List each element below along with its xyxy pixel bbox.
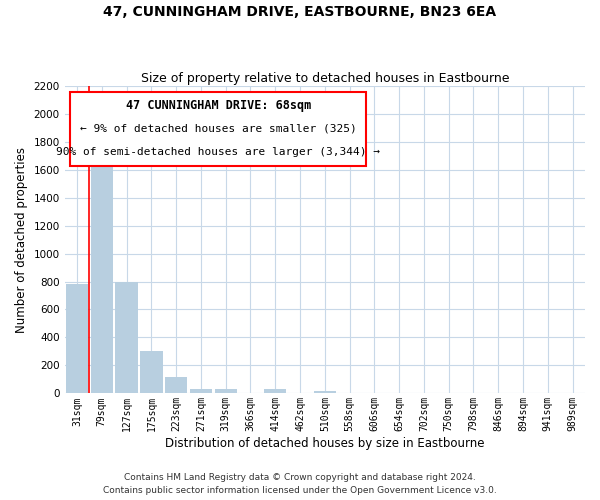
Text: 47, CUNNINGHAM DRIVE, EASTBOURNE, BN23 6EA: 47, CUNNINGHAM DRIVE, EASTBOURNE, BN23 6… (103, 5, 497, 19)
Text: 90% of semi-detached houses are larger (3,344) →: 90% of semi-detached houses are larger (… (56, 148, 380, 158)
Text: Contains HM Land Registry data © Crown copyright and database right 2024.
Contai: Contains HM Land Registry data © Crown c… (103, 474, 497, 495)
Bar (115, 282, 138, 394)
Bar (314, 390, 336, 394)
Bar (190, 388, 212, 394)
Bar (215, 388, 237, 394)
Bar (91, 157, 113, 394)
Title: Size of property relative to detached houses in Eastbourne: Size of property relative to detached ho… (140, 72, 509, 85)
FancyBboxPatch shape (70, 92, 367, 166)
Bar (264, 389, 286, 394)
Bar (140, 352, 163, 394)
Y-axis label: Number of detached properties: Number of detached properties (15, 146, 28, 332)
Text: 47 CUNNINGHAM DRIVE: 68sqm: 47 CUNNINGHAM DRIVE: 68sqm (125, 98, 311, 112)
X-axis label: Distribution of detached houses by size in Eastbourne: Distribution of detached houses by size … (165, 437, 485, 450)
Bar (165, 378, 187, 394)
Text: ← 9% of detached houses are smaller (325): ← 9% of detached houses are smaller (325… (80, 124, 356, 134)
Bar (66, 284, 88, 394)
